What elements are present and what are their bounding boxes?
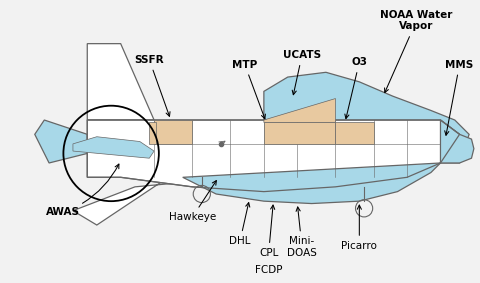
- Polygon shape: [73, 177, 264, 225]
- Text: FCDP: FCDP: [255, 265, 282, 275]
- Text: O3: O3: [345, 57, 367, 119]
- Bar: [149, 123, 156, 144]
- Polygon shape: [35, 120, 87, 163]
- Text: AWAS: AWAS: [47, 164, 119, 217]
- Polygon shape: [73, 137, 154, 158]
- Text: SSFR: SSFR: [134, 55, 170, 116]
- Polygon shape: [264, 98, 336, 123]
- Text: Mini-
DOAS: Mini- DOAS: [287, 207, 317, 258]
- Polygon shape: [87, 120, 459, 192]
- Polygon shape: [87, 44, 154, 120]
- Polygon shape: [441, 120, 474, 163]
- Text: DHL: DHL: [229, 203, 251, 246]
- Text: MMS: MMS: [445, 59, 474, 135]
- Bar: [264, 123, 336, 144]
- Text: Picarro: Picarro: [341, 205, 377, 251]
- Text: NOAA Water
Vapor: NOAA Water Vapor: [381, 10, 453, 93]
- Polygon shape: [264, 72, 469, 163]
- Text: Hawkeye: Hawkeye: [168, 181, 216, 222]
- Text: CPL: CPL: [259, 205, 278, 258]
- Polygon shape: [183, 163, 441, 203]
- Bar: [154, 120, 192, 144]
- Text: MTP: MTP: [232, 59, 265, 119]
- Bar: [336, 123, 373, 144]
- Text: UCATS: UCATS: [283, 50, 321, 95]
